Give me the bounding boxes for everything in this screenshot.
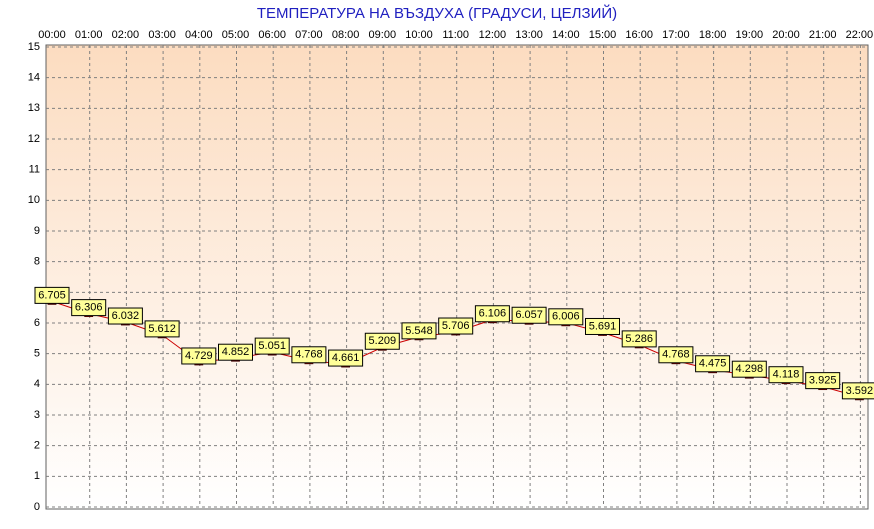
value-label: 5.612 [148, 323, 176, 335]
y-tick-label: 4 [34, 378, 40, 390]
value-label-box [144, 320, 180, 338]
value-label: 3.925 [809, 375, 837, 387]
value-label: 4.768 [662, 349, 690, 361]
x-tick-label: 21:00 [809, 29, 837, 41]
x-tick-label: 10:00 [405, 29, 433, 41]
x-tick-label: 20:00 [772, 29, 800, 41]
value-label-box [695, 355, 731, 373]
y-tick-label: 1 [34, 470, 40, 482]
y-tick-label: 0 [34, 501, 40, 513]
y-tick-label: 12 [28, 133, 40, 145]
value-label: 5.209 [369, 335, 397, 347]
value-label-box [805, 372, 841, 390]
value-label: 3.592 [846, 385, 874, 397]
chart-title: ТЕМПЕРАТУРА НА ВЪЗДУХА (ГРАДУСИ, ЦЕЛЗИЙ) [257, 4, 617, 22]
value-label: 5.286 [625, 333, 653, 345]
plot-area [45, 44, 869, 510]
x-tick-label: 03:00 [148, 29, 176, 41]
value-label: 6.306 [75, 302, 103, 314]
value-label-box [364, 332, 400, 350]
value-label-box [548, 308, 584, 326]
value-label: 4.852 [222, 346, 250, 358]
value-label-box [621, 330, 657, 348]
value-label: 4.768 [295, 349, 323, 361]
value-label-box [585, 317, 620, 335]
value-label: 4.729 [185, 350, 213, 362]
y-tick-label: 5 [34, 348, 40, 360]
x-tick-label: 22:00 [846, 29, 874, 41]
x-tick-label: 09:00 [369, 29, 397, 41]
value-label-box [438, 317, 474, 335]
x-tick-label: 04:00 [185, 29, 213, 41]
value-label-box [731, 360, 767, 378]
value-label-box [34, 286, 70, 304]
x-tick-label: 07:00 [295, 29, 323, 41]
y-tick-label: 15 [28, 41, 40, 53]
value-label-box [474, 305, 510, 323]
value-label-box [291, 346, 327, 364]
y-tick-label: 6 [34, 317, 40, 329]
value-label-box [841, 382, 874, 400]
y-tick-label: 13 [28, 102, 40, 114]
value-label: 6.106 [479, 308, 507, 320]
x-tick-label: 12:00 [479, 29, 507, 41]
value-label: 6.057 [515, 309, 543, 321]
value-label-box [71, 299, 107, 317]
x-tick-label: 13:00 [515, 29, 543, 41]
y-tick-label: 3 [34, 409, 40, 421]
value-label: 4.298 [736, 363, 764, 375]
value-label-box [181, 347, 217, 365]
value-label-box [328, 349, 364, 367]
x-tick-label: 05:00 [222, 29, 250, 41]
value-label-box [107, 307, 143, 325]
y-tick-label: 8 [34, 256, 40, 268]
value-label-box [768, 366, 804, 384]
x-tick-label: 02:00 [112, 29, 140, 41]
x-tick-label: 19:00 [736, 29, 764, 41]
value-label-box [254, 337, 290, 355]
x-tick-label: 18:00 [699, 29, 727, 41]
x-tick-label: 00:00 [38, 29, 66, 41]
y-tick-label: 9 [34, 225, 40, 237]
value-label: 5.691 [589, 320, 617, 332]
x-tick-label: 11:00 [442, 29, 469, 41]
x-tick-label: 08:00 [332, 29, 360, 41]
value-label: 5.706 [442, 320, 470, 332]
y-tick-label: 11 [29, 164, 40, 176]
value-label: 4.118 [773, 369, 800, 381]
value-label-box [511, 306, 547, 324]
value-label: 5.548 [405, 325, 433, 337]
x-tick-label: 14:00 [552, 29, 580, 41]
value-label: 4.475 [699, 358, 727, 370]
y-tick-label: 14 [28, 72, 40, 84]
value-label: 6.705 [38, 289, 66, 301]
value-label: 6.006 [552, 311, 580, 323]
x-tick-label: 15:00 [589, 29, 617, 41]
y-tick-label: 2 [34, 440, 40, 452]
x-tick-label: 17:00 [662, 29, 690, 41]
x-tick-label: 16:00 [625, 29, 653, 41]
value-label-box [218, 343, 253, 361]
value-label: 6.032 [112, 310, 140, 322]
value-label-box [658, 346, 694, 364]
x-tick-label: 06:00 [258, 29, 286, 41]
y-tick-label: 10 [28, 194, 40, 206]
x-tick-label: 01:00 [75, 29, 103, 41]
value-label: 4.661 [332, 352, 360, 364]
value-label-box [401, 322, 437, 340]
value-label: 5.051 [258, 340, 286, 352]
